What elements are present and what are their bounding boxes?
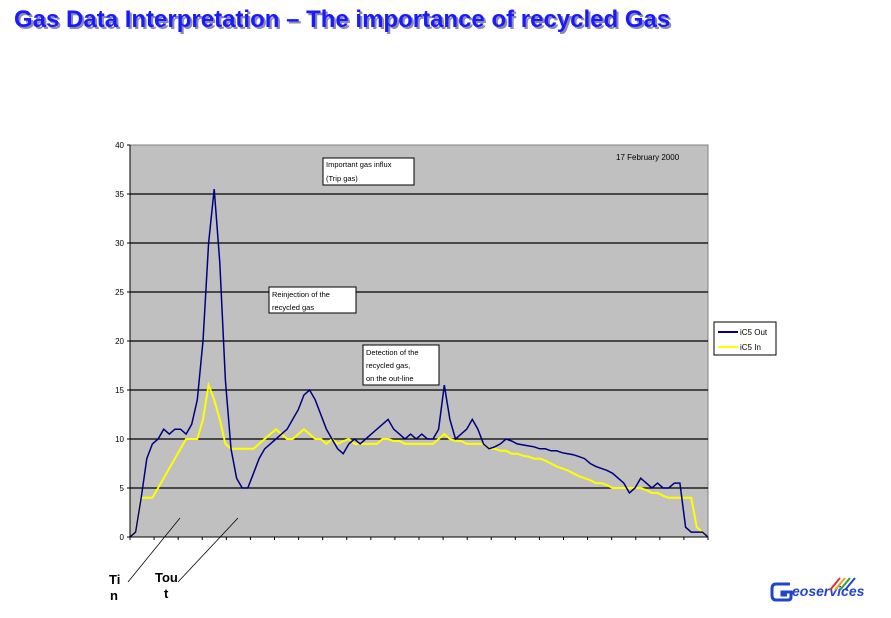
- logo-stripes: [829, 577, 856, 591]
- tin-marker-line: [127, 517, 181, 583]
- y-tick-label: 10: [115, 435, 124, 444]
- grid-lines: [130, 193, 708, 489]
- legend: iC5 Out iC5 In: [713, 321, 777, 356]
- annotation-reinjection-line1: Reinjection of the: [272, 290, 330, 299]
- tin-label-line1: Ti: [109, 572, 120, 587]
- y-tick-label: 15: [115, 386, 124, 395]
- series-line-ic5-out: [129, 189, 709, 538]
- annotation-reinjection-line2: recycled gas: [272, 303, 314, 312]
- annotation-detection-line2: recycled gas,: [366, 361, 410, 370]
- tin-label-line2: n: [110, 588, 118, 603]
- tout-marker-line: [177, 517, 239, 583]
- annotation-reinjection: Reinjection of the recycled gas: [268, 286, 357, 314]
- logo-g-mark: [770, 582, 793, 602]
- y-tick-label: 0: [120, 533, 125, 542]
- tout-label-line1: Tou: [155, 570, 178, 585]
- y-tick-label: 20: [115, 337, 124, 346]
- series-line-ic5-in: [129, 381, 709, 538]
- y-tick-label: 30: [115, 239, 124, 248]
- annotation-detection-line3: on the out-line: [366, 374, 414, 383]
- slide-title: Gas Data Interpretation – The importance…: [14, 6, 671, 33]
- annotation-trip-gas-line1: Important gas influx: [326, 160, 392, 169]
- annotation-detection: Detection of the recycled gas, on the ou…: [362, 344, 440, 386]
- y-tick-label: 35: [115, 190, 124, 199]
- annotation-detection-line1: Detection of the: [366, 348, 419, 357]
- legend-label-ic5-in: iC5 In: [740, 343, 761, 352]
- legend-label-ic5-out: iC5 Out: [740, 328, 768, 337]
- geoservices-logo: eoservices: [770, 577, 885, 607]
- y-tick-label: 5: [120, 484, 125, 493]
- date-note: 17 February 2000: [616, 153, 680, 162]
- y-axis-ticks: 0 5 10 15 20 25 30 35 40: [115, 141, 130, 542]
- tout-label-line2: t: [164, 586, 169, 601]
- annotation-trip-gas-line2: (Trip gas): [326, 174, 358, 183]
- annotation-trip-gas: Important gas influx (Trip gas): [322, 157, 415, 186]
- y-tick-label: 25: [115, 288, 124, 297]
- y-tick-label: 40: [115, 141, 124, 150]
